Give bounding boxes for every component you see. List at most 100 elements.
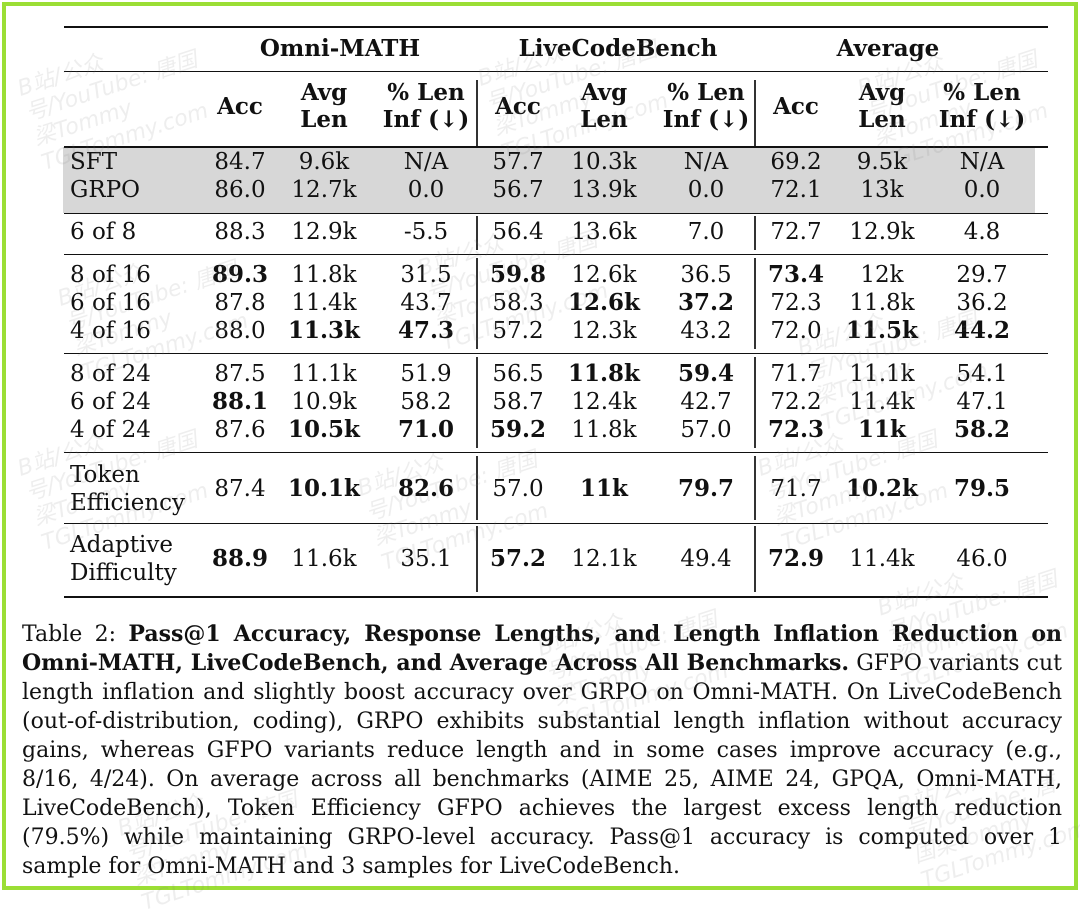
table-cell: 84.7 <box>214 149 266 175</box>
table-cell: 58.3 <box>492 290 544 316</box>
table-cell: 12.3k <box>571 318 637 344</box>
row-label: 8 of 24 <box>70 361 151 387</box>
column-separator <box>754 526 756 592</box>
table-cell: 72.0 <box>770 318 822 344</box>
table-cell: N/A <box>959 149 1005 175</box>
table-cell: 11.4k <box>849 546 915 572</box>
row-label: 4 of 24 <box>70 417 151 443</box>
row-label: 6 of 16 <box>70 290 151 316</box>
table-cell: 43.7 <box>400 290 452 316</box>
table-cell: 9.6k <box>298 149 350 175</box>
subcol-header: % Len <box>943 79 1021 106</box>
table-cell: 82.6 <box>397 475 455 502</box>
table-cell: 37.2 <box>677 289 735 316</box>
table-cell: 10.1k <box>288 475 360 502</box>
column-separator <box>476 456 478 520</box>
row-label: SFT <box>70 149 118 175</box>
group-header: Omni-MATH <box>259 35 421 62</box>
table-cell: 87.4 <box>214 476 266 502</box>
table-cell: 11.6k <box>291 546 357 572</box>
row-label: 4 of 16 <box>70 318 151 344</box>
group-header: Average <box>836 35 940 62</box>
column-separator <box>754 216 756 250</box>
table-cell: 79.7 <box>677 475 735 502</box>
table-cell: 72.1 <box>770 177 822 203</box>
column-separator <box>476 216 478 250</box>
column-separator <box>754 80 756 146</box>
row-label: Difficulty <box>70 560 177 586</box>
table-cell: 89.3 <box>211 261 269 288</box>
table-cell: 11.1k <box>849 361 915 387</box>
table-rule <box>64 452 1048 454</box>
table-cell: 11.3k <box>288 317 360 344</box>
table-cell: 72.3 <box>770 290 822 316</box>
table-cell: -5.5 <box>403 219 449 245</box>
baseline-shading <box>63 147 1035 213</box>
table-cell: 72.7 <box>770 219 822 245</box>
row-label: 6 of 24 <box>70 389 151 415</box>
table-cell: 79.5 <box>953 475 1011 502</box>
table-cell: 11.1k <box>291 361 357 387</box>
table-cell: 58.2 <box>400 389 452 415</box>
table-cell: 12.9k <box>291 219 357 245</box>
table-cell: 0.0 <box>687 177 725 203</box>
table-cell: 42.7 <box>680 389 732 415</box>
column-separator <box>476 357 478 448</box>
table-cell: 13.9k <box>571 177 637 203</box>
table-cell: 57.0 <box>492 476 544 502</box>
table-cell: 12.4k <box>571 389 637 415</box>
table-cell: 57.2 <box>492 318 544 344</box>
subcol-header-line2: Len <box>580 106 628 133</box>
subcol-header: % Len <box>667 79 745 106</box>
table-cell: 12k <box>860 262 904 288</box>
subcol-header: Avg <box>300 79 348 106</box>
table-cell: 47.1 <box>956 389 1008 415</box>
subcol-header: Acc <box>773 93 819 120</box>
table-cell: 10.2k <box>846 475 918 502</box>
table-cell: 0.0 <box>407 177 445 203</box>
table-rule <box>64 26 1048 28</box>
table-cell: 57.0 <box>680 417 732 443</box>
subcol-header: Avg <box>580 79 628 106</box>
table-cell: 11k <box>858 416 906 443</box>
row-label: GRPO <box>70 177 141 203</box>
table-cell: 11.8k <box>571 417 637 443</box>
table-cell: 88.1 <box>211 388 269 415</box>
table-cell: 59.8 <box>489 261 547 288</box>
table-cell: 13.6k <box>571 219 637 245</box>
table-cell: 87.5 <box>214 361 266 387</box>
subcol-header: Acc <box>495 93 541 120</box>
table-cell: 10.5k <box>288 416 360 443</box>
column-separator <box>754 258 756 349</box>
subcol-header-line2: Len <box>300 106 348 133</box>
table-cell: 11.4k <box>291 290 357 316</box>
table-cell: 88.3 <box>214 219 266 245</box>
row-label: 8 of 16 <box>70 262 151 288</box>
caption-prefix: Table 2: <box>22 622 129 647</box>
table-cell: 56.7 <box>492 177 544 203</box>
table-cell: 11.8k <box>849 290 915 316</box>
column-separator <box>476 526 478 592</box>
table-cell: 69.2 <box>770 149 822 175</box>
table-cell: 43.2 <box>680 318 732 344</box>
table-cell: 57.2 <box>489 545 547 572</box>
row-label: 6 of 8 <box>70 219 137 245</box>
table-cell: 56.5 <box>492 361 544 387</box>
table-cell: 71.0 <box>397 416 455 443</box>
table-cell: 57.7 <box>492 149 544 175</box>
table-rule <box>64 213 1048 215</box>
column-separator <box>754 357 756 448</box>
table-cell: 47.3 <box>397 317 455 344</box>
table-cell: 73.4 <box>767 261 825 288</box>
table-cell: 12.7k <box>291 177 357 203</box>
table-cell: 35.1 <box>400 546 452 572</box>
table-cell: 72.3 <box>767 416 825 443</box>
subcol-header-line2: Inf (↓) <box>382 106 470 133</box>
table-cell: 12.6k <box>568 289 640 316</box>
table-rule <box>64 596 1048 598</box>
table-rule <box>64 523 1048 525</box>
column-separator <box>754 456 756 520</box>
table-cell: 87.8 <box>214 290 266 316</box>
table-cell: 11.8k <box>291 262 357 288</box>
table-cell: 72.2 <box>770 389 822 415</box>
